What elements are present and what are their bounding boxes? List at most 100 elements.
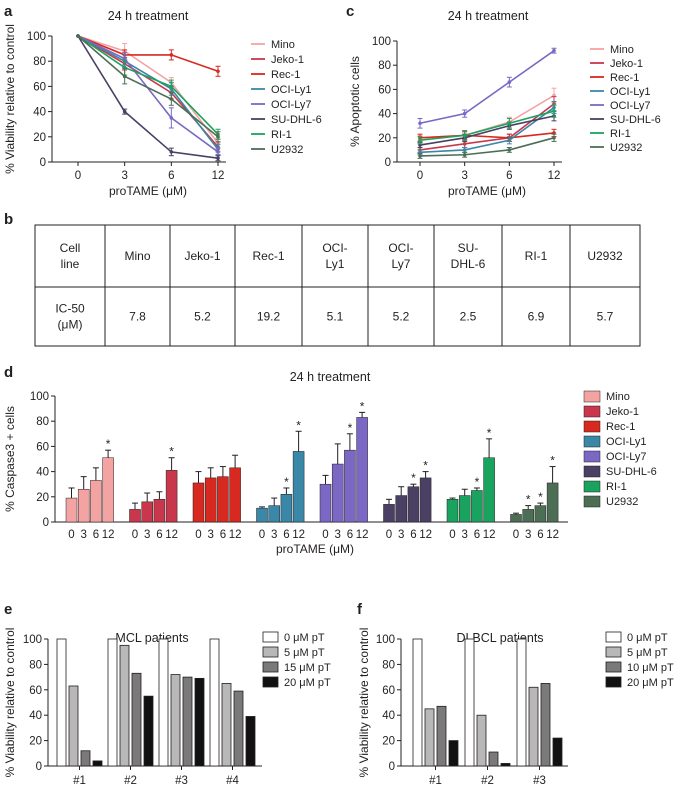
panel-e-bar: [131, 672, 142, 767]
panel-d-significance-star: *: [411, 471, 416, 485]
panel-c-legend-label: Jeko-1: [610, 58, 643, 70]
panel-d-x-tick-label: 12: [546, 529, 559, 541]
panel-c-data-point: [462, 152, 467, 157]
panel-d-x-tick-label: 0: [386, 529, 392, 541]
ic50-table-row-label: (μM): [58, 318, 83, 332]
panel-label-b: b: [4, 211, 13, 228]
panel-e-x-tick-label: #4: [226, 775, 239, 785]
panel-e-bar: [158, 638, 169, 767]
panel-d-bar: [510, 514, 522, 523]
panel-d-bar: [319, 483, 332, 523]
panel-d-significance-star: *: [475, 475, 480, 489]
panel-a-data-point: [216, 156, 220, 161]
panel-c-data-point: [507, 121, 512, 126]
panel-d-x-tick-label: 3: [80, 529, 86, 541]
panel-c-data-point: [552, 48, 556, 53]
panel-d-legend-label: Jeko-1: [606, 406, 639, 418]
panel-a-y-tick-label: 20: [33, 132, 46, 144]
panel-f-x-tick-label: #3: [533, 775, 546, 785]
panel-a-data-point: [169, 97, 174, 101]
panel-d-bar: [446, 499, 459, 523]
panel-c-x-axis-label: proTAME (μM): [448, 184, 526, 198]
panel-d-x-tick-label: 12: [356, 529, 369, 541]
panel-d-x-tick-label: 0: [513, 529, 519, 541]
panel-c-title: 24 h treatment: [448, 9, 529, 23]
ic50-table-value-cell: 6.9: [528, 310, 545, 324]
panel-d-legend-label: Rec-1: [606, 421, 635, 433]
panel-d-bar: [395, 495, 407, 523]
panel-c-data-point: [552, 109, 556, 113]
panel-a-series-line-U2932: [77, 35, 219, 138]
panel-d-y-axis-label: % Caspase3 + cells: [3, 406, 17, 512]
panel-f-legend-label: 10 μM pT: [627, 662, 674, 674]
panel-d-x-tick-label: 0: [449, 529, 455, 541]
panel-d-x-tick-label: 12: [419, 529, 432, 541]
panel-c-x-tick-label: 3: [461, 170, 467, 182]
panel-e-legend-swatch: [262, 631, 279, 643]
panel-f-bar: [552, 737, 563, 767]
panel-d-x-tick-label: 0: [195, 529, 201, 541]
panel-c-data-point: [462, 133, 467, 138]
panel-d-bar: [268, 505, 280, 523]
panel-label-d: d: [4, 364, 13, 381]
ic50-table-header-cell: Mino: [124, 249, 150, 263]
panel-a-y-tick-label: 60: [33, 81, 46, 93]
panel-e-bar: [80, 750, 91, 767]
panel-d-bar: [153, 499, 166, 523]
panel-e-bar: [233, 690, 244, 767]
panel-e-bar: [245, 716, 256, 767]
panel-a-title: 24 h treatment: [108, 9, 189, 23]
panel-d-legend-swatch: [583, 435, 601, 448]
panel-d-bar: [204, 477, 217, 523]
panel-e-legend-swatch: [262, 676, 279, 688]
panel-e-title: MCL patients: [115, 631, 188, 645]
panel-a-legend-label: Jeko-1: [271, 54, 304, 66]
ic50-table-row-label: IC-50: [55, 302, 85, 316]
panel-d-x-tick-label: 6: [220, 529, 226, 541]
panel-a-series-line-Mino: [77, 35, 219, 144]
panel-d-x-tick-label: 12: [292, 529, 305, 541]
panel-d-significance-star: *: [284, 475, 289, 489]
ic50-table-value-cell: 7.8: [129, 310, 146, 324]
panel-c-data-point: [418, 138, 422, 143]
panel-d-x-tick-label: 0: [132, 529, 138, 541]
panel-d-legend-label: OCI-Ly7: [606, 451, 647, 463]
panel-e-bar: [68, 685, 79, 767]
panel-a-data-point: [169, 116, 174, 120]
panel-e-y-axis-label: % Viability relative to control: [3, 628, 17, 778]
panel-d-bar: [129, 509, 141, 523]
panel-f-bar: [488, 751, 499, 767]
panel-label-c: c: [346, 3, 354, 20]
panel-c-x-tick-label: 6: [506, 170, 512, 182]
panel-c-series-line-U2932: [419, 137, 555, 157]
panel-d-y-tick-label: 80: [36, 416, 49, 428]
panel-a-x-axis-label: proTAME (μM): [109, 184, 187, 198]
panel-a-legend-label: SU-DHL-6: [271, 114, 322, 126]
panel-f-legend-label: 0 μM pT: [627, 632, 668, 644]
panel-e-bar: [221, 683, 232, 767]
ic50-table-header-cell: U2932: [587, 249, 623, 263]
panel-d-legend-label: Mino: [606, 391, 630, 403]
panel-a-series-line-Rec-1: [77, 35, 219, 73]
panel-d-x-tick-label: 3: [461, 529, 467, 541]
panel-d-x-tick-label: 0: [68, 529, 74, 541]
panel-c-legend-label: Mino: [610, 44, 634, 56]
panel-d-significance-star: *: [487, 426, 492, 440]
ic50-table-header-cell: Jeko-1: [184, 249, 220, 263]
ic50-table-value-cell: 2.5: [460, 310, 477, 324]
ic50-table-header-cell: Ly7: [392, 257, 411, 271]
panel-a-data-point: [216, 69, 220, 74]
panel-d-bar: [344, 449, 356, 523]
panel-a-legend-label: U2932: [271, 144, 303, 156]
panel-d-bar: [217, 476, 229, 523]
panel-d-significance-star: *: [538, 490, 543, 504]
panel-d-title: 24 h treatment: [290, 370, 371, 384]
panel-d-bar: [483, 457, 495, 523]
panel-d-x-tick-label: 6: [537, 529, 543, 541]
panel-d-bar: [280, 494, 293, 523]
panel-c-legend-label: OCI-Ly7: [610, 100, 651, 112]
panel-a-series-line-OCI-Ly1: [77, 35, 219, 150]
panel-d-legend-label: OCI-Ly1: [606, 436, 647, 448]
panel-d-bar: [256, 507, 268, 523]
